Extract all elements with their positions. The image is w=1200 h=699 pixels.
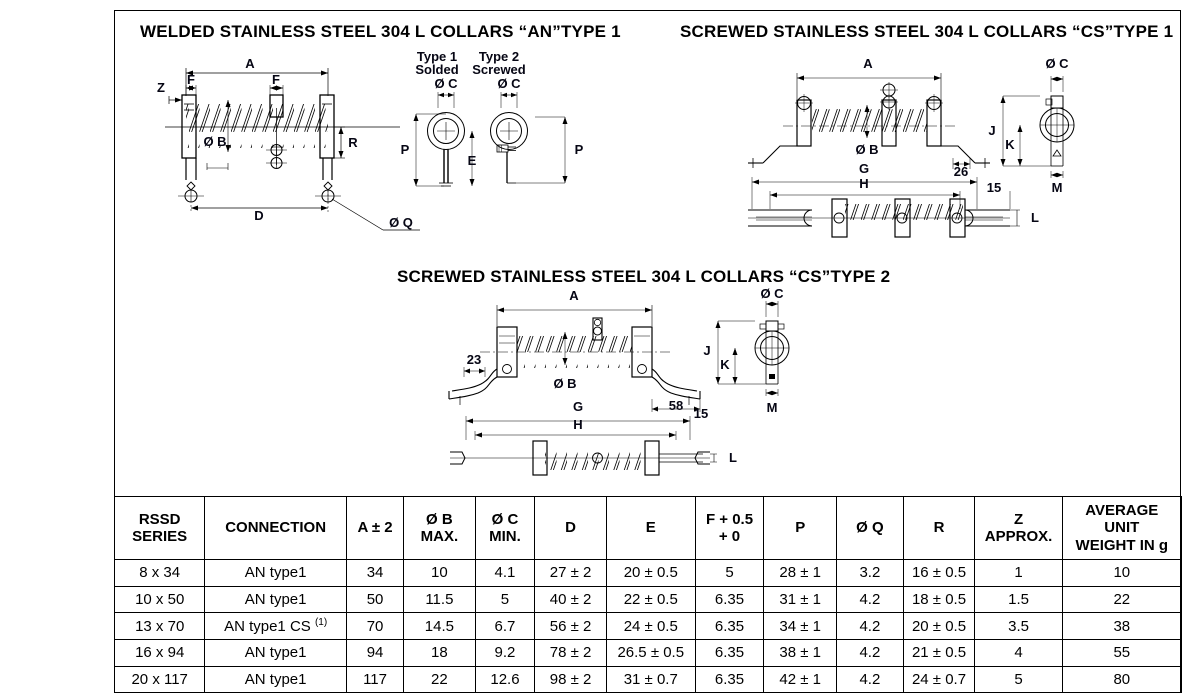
svg-text:F: F	[187, 72, 195, 87]
svg-text:23: 23	[467, 352, 481, 367]
svg-text:K: K	[720, 357, 730, 372]
svg-text:Ø C: Ø C	[497, 76, 521, 91]
svg-text:R: R	[348, 135, 358, 150]
svg-text:26: 26	[954, 164, 968, 179]
svg-text:Ø C: Ø C	[434, 76, 458, 91]
svg-text:P: P	[575, 142, 584, 157]
svg-text:58: 58	[669, 398, 683, 413]
svg-text:Ø C: Ø C	[1045, 56, 1069, 71]
svg-text:E: E	[468, 153, 477, 168]
svg-text:Screwed: Screwed	[472, 62, 526, 77]
svg-text:Ø B: Ø B	[553, 376, 576, 391]
svg-text:A: A	[863, 56, 873, 71]
svg-text:Ø C: Ø C	[760, 286, 784, 301]
svg-text:H: H	[573, 417, 582, 432]
svg-text:Ø B: Ø B	[855, 142, 878, 157]
svg-text:P: P	[401, 142, 410, 157]
svg-text:D: D	[254, 208, 263, 223]
svg-text:L: L	[729, 450, 737, 465]
svg-text:Z: Z	[157, 80, 165, 95]
svg-text:Ø B: Ø B	[203, 134, 226, 149]
svg-text:Ø Q: Ø Q	[389, 215, 413, 230]
svg-text:F: F	[272, 72, 280, 87]
svg-text:J: J	[988, 123, 995, 138]
svg-text:M: M	[1052, 180, 1063, 195]
svg-text:L: L	[1031, 210, 1039, 225]
svg-text:Solded: Solded	[415, 62, 458, 77]
svg-text:G: G	[573, 399, 583, 414]
svg-text:J: J	[703, 343, 710, 358]
svg-text:15: 15	[694, 406, 708, 421]
svg-text:K: K	[1005, 137, 1015, 152]
svg-text:A: A	[245, 56, 255, 71]
svg-text:15: 15	[987, 180, 1001, 195]
svg-text:A: A	[569, 288, 579, 303]
svg-text:M: M	[767, 400, 778, 415]
svg-text:G: G	[859, 161, 869, 176]
svg-text:H: H	[859, 176, 868, 191]
